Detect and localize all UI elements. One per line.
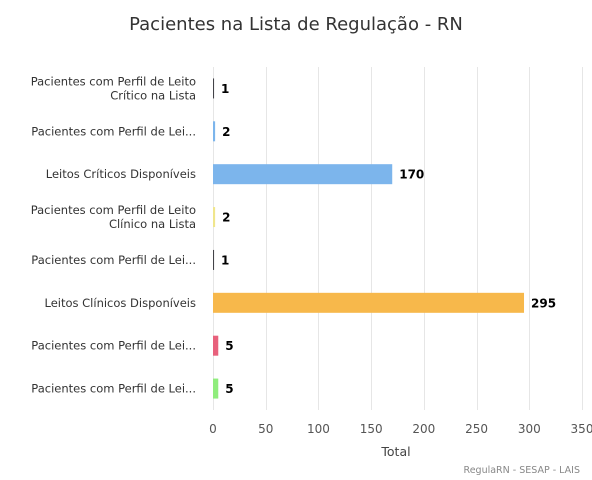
bars: 1 2 170 2 1 295 5 5: [213, 78, 556, 399]
bar[interactable]: [213, 78, 215, 99]
bar[interactable]: [213, 335, 219, 356]
data-label: 1: [221, 253, 229, 267]
x-tick-label: 300: [518, 422, 541, 436]
bar[interactable]: [213, 207, 216, 228]
data-label: 1: [221, 82, 229, 96]
x-tick-label: 350: [571, 422, 592, 436]
category-label: Crítico na Lista: [110, 88, 196, 102]
bar[interactable]: [213, 249, 215, 270]
x-axis-title: Total: [380, 444, 410, 459]
category-label: Pacientes com Perfil de Lei...: [31, 382, 196, 396]
x-tick-label: 250: [465, 422, 488, 436]
chart-title: Pacientes na Lista de Regulação - RN: [129, 14, 463, 35]
x-axis-ticks: 0 50 100 150 200 250 300 350: [209, 422, 592, 436]
bar[interactable]: [213, 121, 216, 142]
category-label: Pacientes com Perfil de Lei...: [31, 124, 196, 138]
data-label: 5: [225, 339, 233, 353]
data-label: 295: [531, 296, 556, 310]
gridlines: [213, 67, 583, 410]
bar[interactable]: [213, 292, 525, 313]
chart-credit[interactable]: RegulaRN - SESAP - LAIS: [464, 465, 580, 476]
data-label: 2: [222, 125, 230, 139]
data-label: 5: [225, 382, 233, 396]
category-label: Pacientes com Perfil de Leito: [31, 203, 196, 217]
x-tick-label: 50: [258, 422, 273, 436]
category-label: Leitos Clínicos Disponíveis: [44, 296, 196, 310]
x-tick-label: 0: [209, 422, 217, 436]
bar[interactable]: [213, 164, 393, 185]
category-label: Pacientes com Perfil de Leito: [31, 74, 196, 88]
category-label: Pacientes com Perfil de Lei...: [31, 253, 196, 267]
data-label: 170: [399, 168, 424, 182]
category-label: Leitos Críticos Disponíveis: [46, 167, 196, 181]
bar[interactable]: [213, 378, 219, 399]
data-label: 2: [222, 211, 230, 225]
x-tick-label: 150: [360, 422, 383, 436]
category-label: Clínico na Lista: [109, 217, 196, 231]
category-label: Pacientes com Perfil de Lei...: [31, 339, 196, 353]
x-tick-label: 200: [412, 422, 435, 436]
x-tick-label: 100: [307, 422, 330, 436]
